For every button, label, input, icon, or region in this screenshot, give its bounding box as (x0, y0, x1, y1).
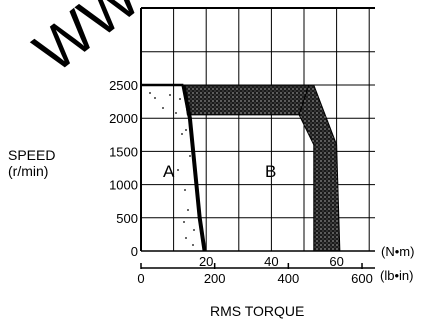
x-tick-label-lbin: 0 (137, 271, 144, 286)
x-tick-label-lbin: 200 (204, 271, 226, 286)
band-right (298, 84, 341, 252)
x-tick-label-lbin: 600 (351, 271, 373, 286)
y-tick-label: 1000 (109, 178, 138, 193)
stipple-dot (187, 209, 189, 211)
rated-torque-band (141, 83, 341, 252)
y-tick-labels: 0 500 1000 1500 2000 2500 (109, 78, 138, 259)
y-axis-title-line1: SPEED (8, 147, 55, 163)
stipple-dot (154, 97, 156, 99)
y-axis-title-line2: (r/min) (8, 163, 48, 179)
stipple-dot (175, 112, 177, 114)
stipple-dot (184, 189, 186, 191)
band-top (182, 84, 315, 116)
stipple-dot (189, 155, 191, 157)
stipple-dot (177, 169, 179, 171)
x-tick-label-nm: 40 (264, 254, 278, 269)
stipple-dot (183, 221, 185, 223)
x-axis-title: RMS TORQUE (210, 303, 304, 319)
y-tick-label: 2000 (109, 111, 138, 126)
stipple-dot (179, 98, 181, 100)
stipple-dot (185, 129, 187, 131)
stipple-dot (193, 229, 195, 231)
y-tick-label: 500 (116, 211, 138, 226)
stipple-dot (192, 244, 194, 246)
region-a-boundary (181, 84, 207, 252)
x-tick-label-lbin: 400 (277, 271, 299, 286)
stipple-dot (149, 92, 151, 94)
plot-frame (140, 7, 375, 269)
x-tick-labels: 0 200 400 600 20 40 60 (137, 254, 372, 286)
stipple-dot (181, 133, 183, 135)
x-tick-label-nm: 60 (329, 254, 343, 269)
grid (140, 8, 375, 252)
watermark: WWW (22, 0, 197, 85)
region-label-a: A (163, 162, 175, 181)
y-tick-label: 2500 (109, 78, 138, 93)
y-tick-label: 0 (131, 244, 138, 259)
y-tick-label: 1500 (109, 144, 138, 159)
stipple-dot (162, 107, 164, 109)
stipple-dot (185, 237, 187, 239)
region-label-b: B (265, 162, 276, 181)
x-tick-label-nm: 20 (199, 254, 213, 269)
stipple-dot (169, 94, 171, 96)
unit-label-lbin: (lb•in) (380, 268, 413, 283)
region-a-dots (149, 92, 195, 246)
unit-label-nm: (N•m) (381, 244, 414, 259)
